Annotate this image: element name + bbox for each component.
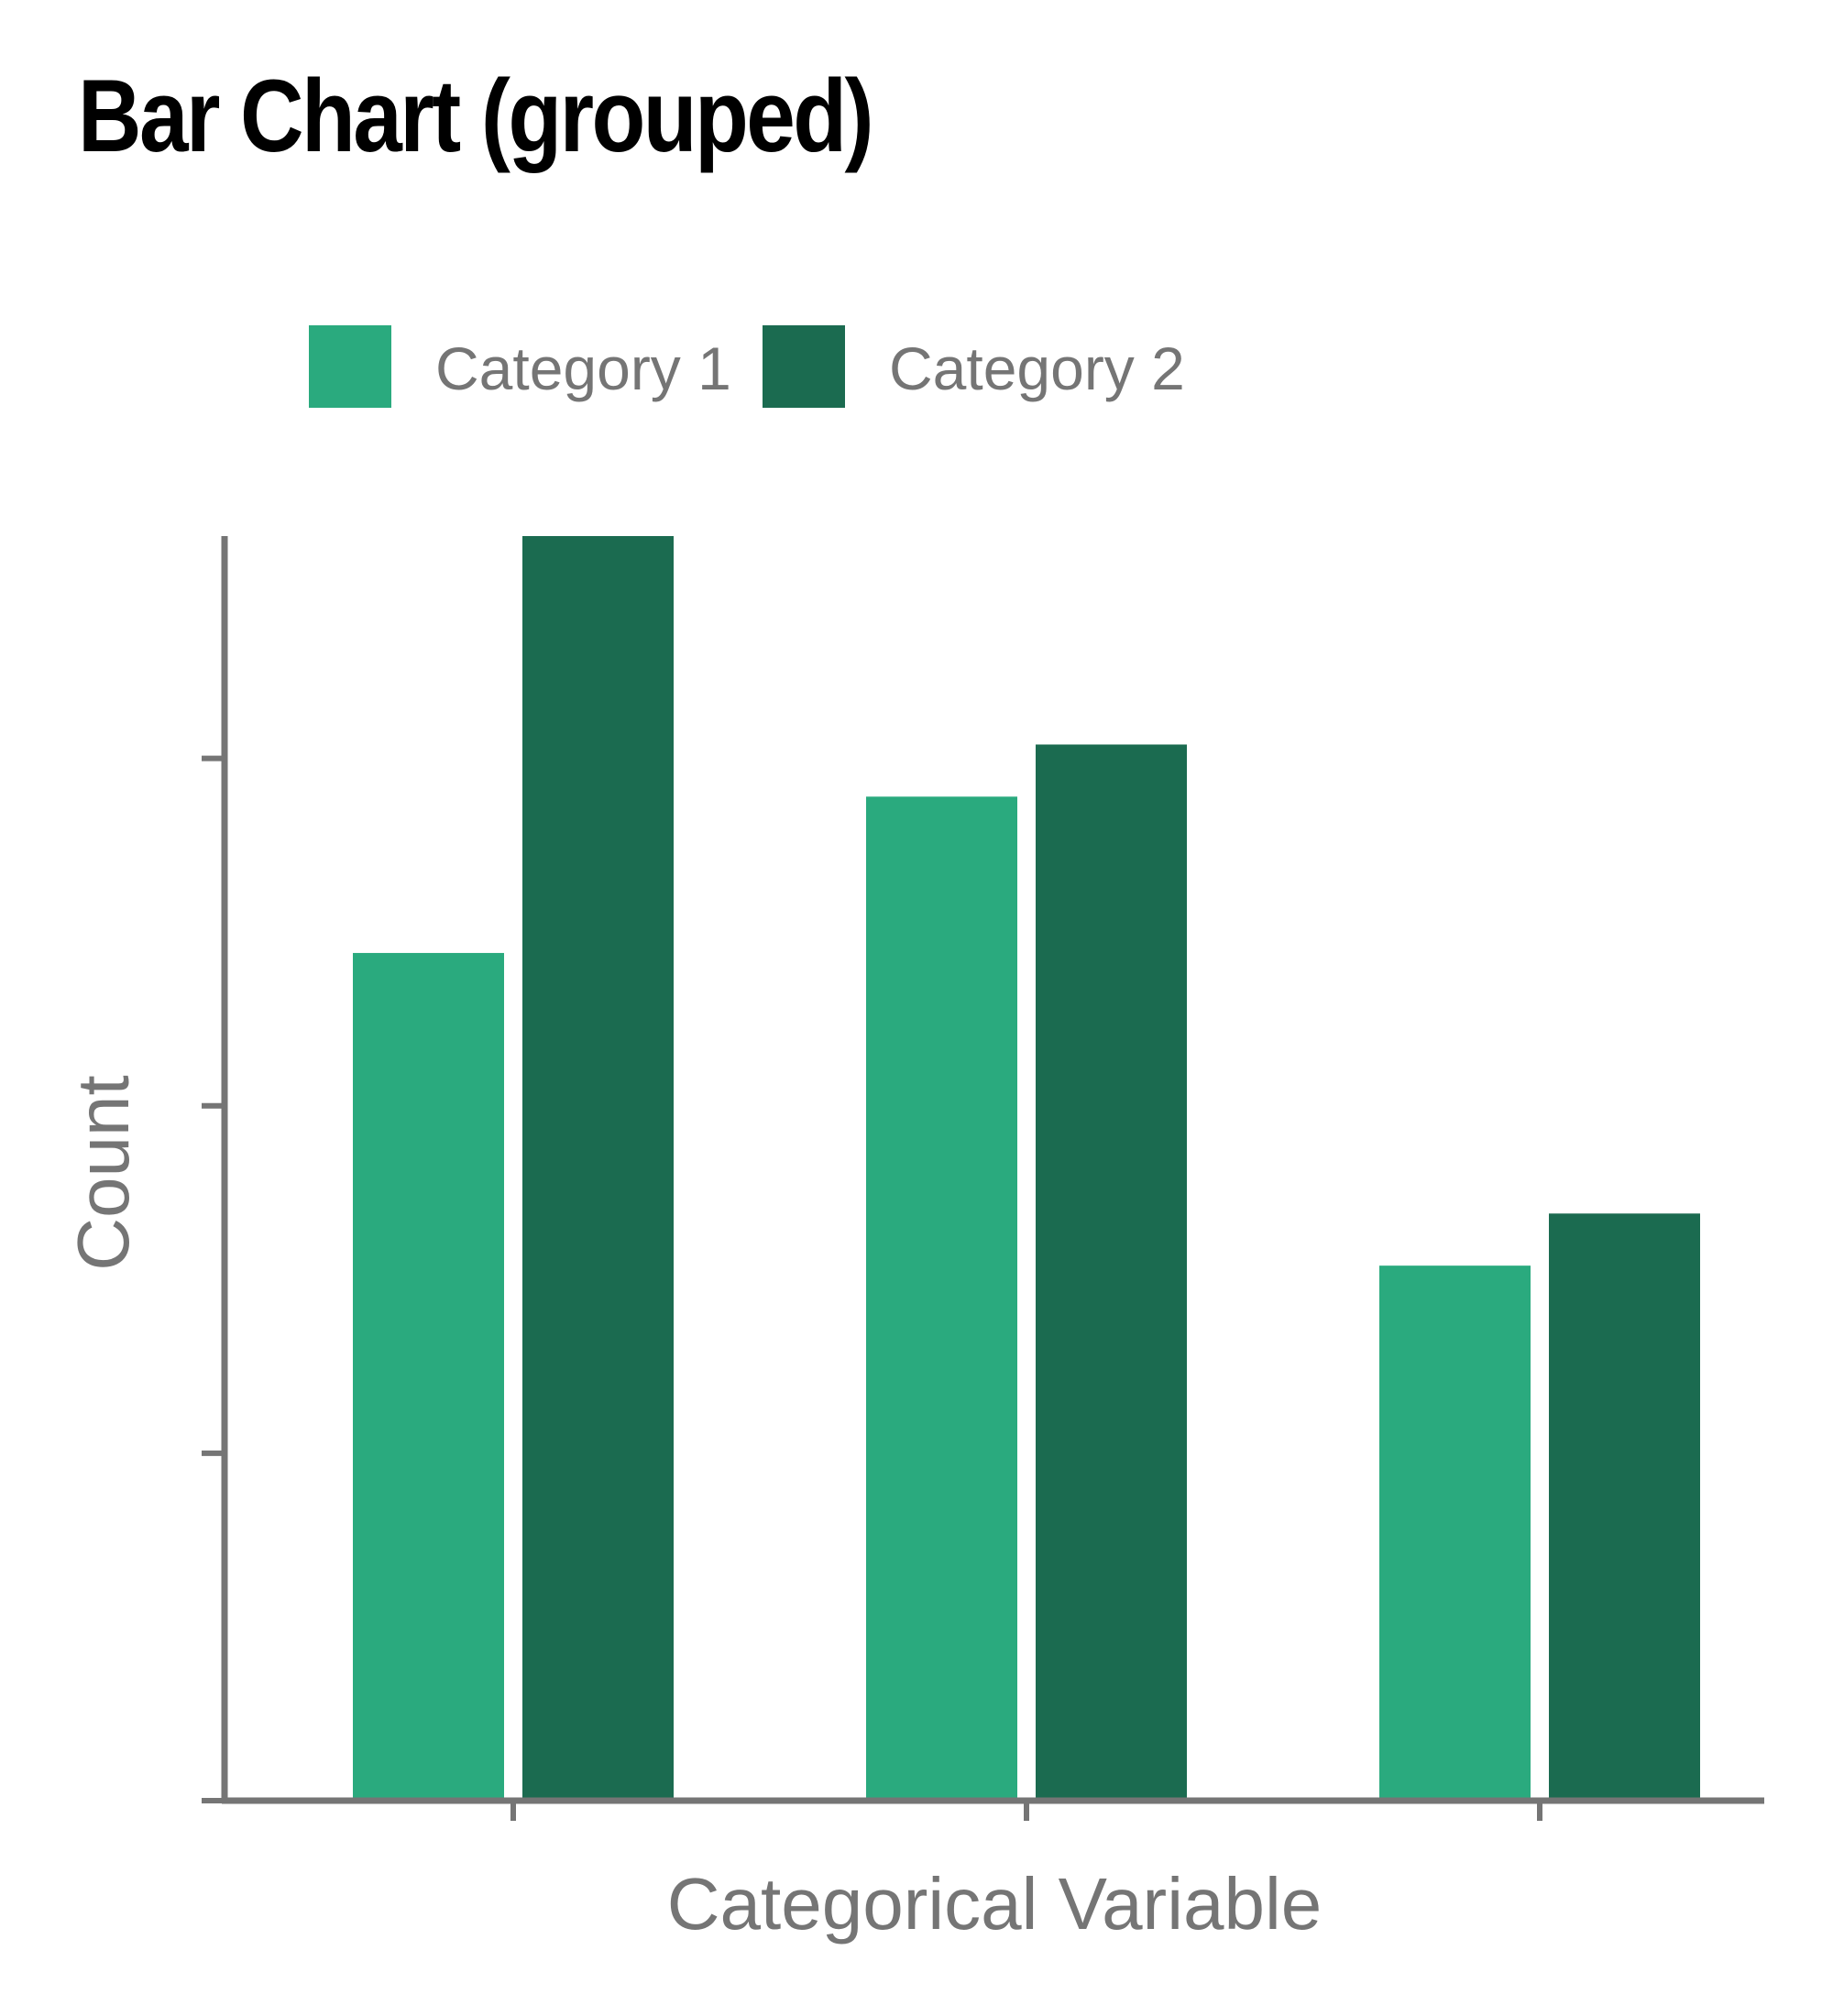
bars-group — [353, 536, 1700, 1802]
bar-series1-cat1 — [353, 952, 504, 1801]
legend-label-2: Category 2 — [889, 334, 1185, 402]
legend-label-1: Category 1 — [435, 334, 731, 402]
legend: Category 1 Category 2 — [309, 325, 1185, 408]
bar-series2-cat1 — [522, 536, 674, 1801]
y-axis-label: Count — [62, 1075, 144, 1270]
bar-series1-cat2 — [866, 796, 1017, 1802]
chart-title: Bar Chart (grouped) — [78, 59, 874, 173]
axes-group — [202, 536, 1764, 1821]
bar-series1-cat3 — [1379, 1265, 1531, 1801]
legend-swatch-2 — [763, 325, 845, 408]
bar-series2-cat3 — [1549, 1213, 1700, 1801]
x-axis-label: Categorical Variable — [667, 1863, 1322, 1945]
bar-series2-cat2 — [1036, 744, 1187, 1801]
legend-swatch-1 — [309, 325, 391, 408]
